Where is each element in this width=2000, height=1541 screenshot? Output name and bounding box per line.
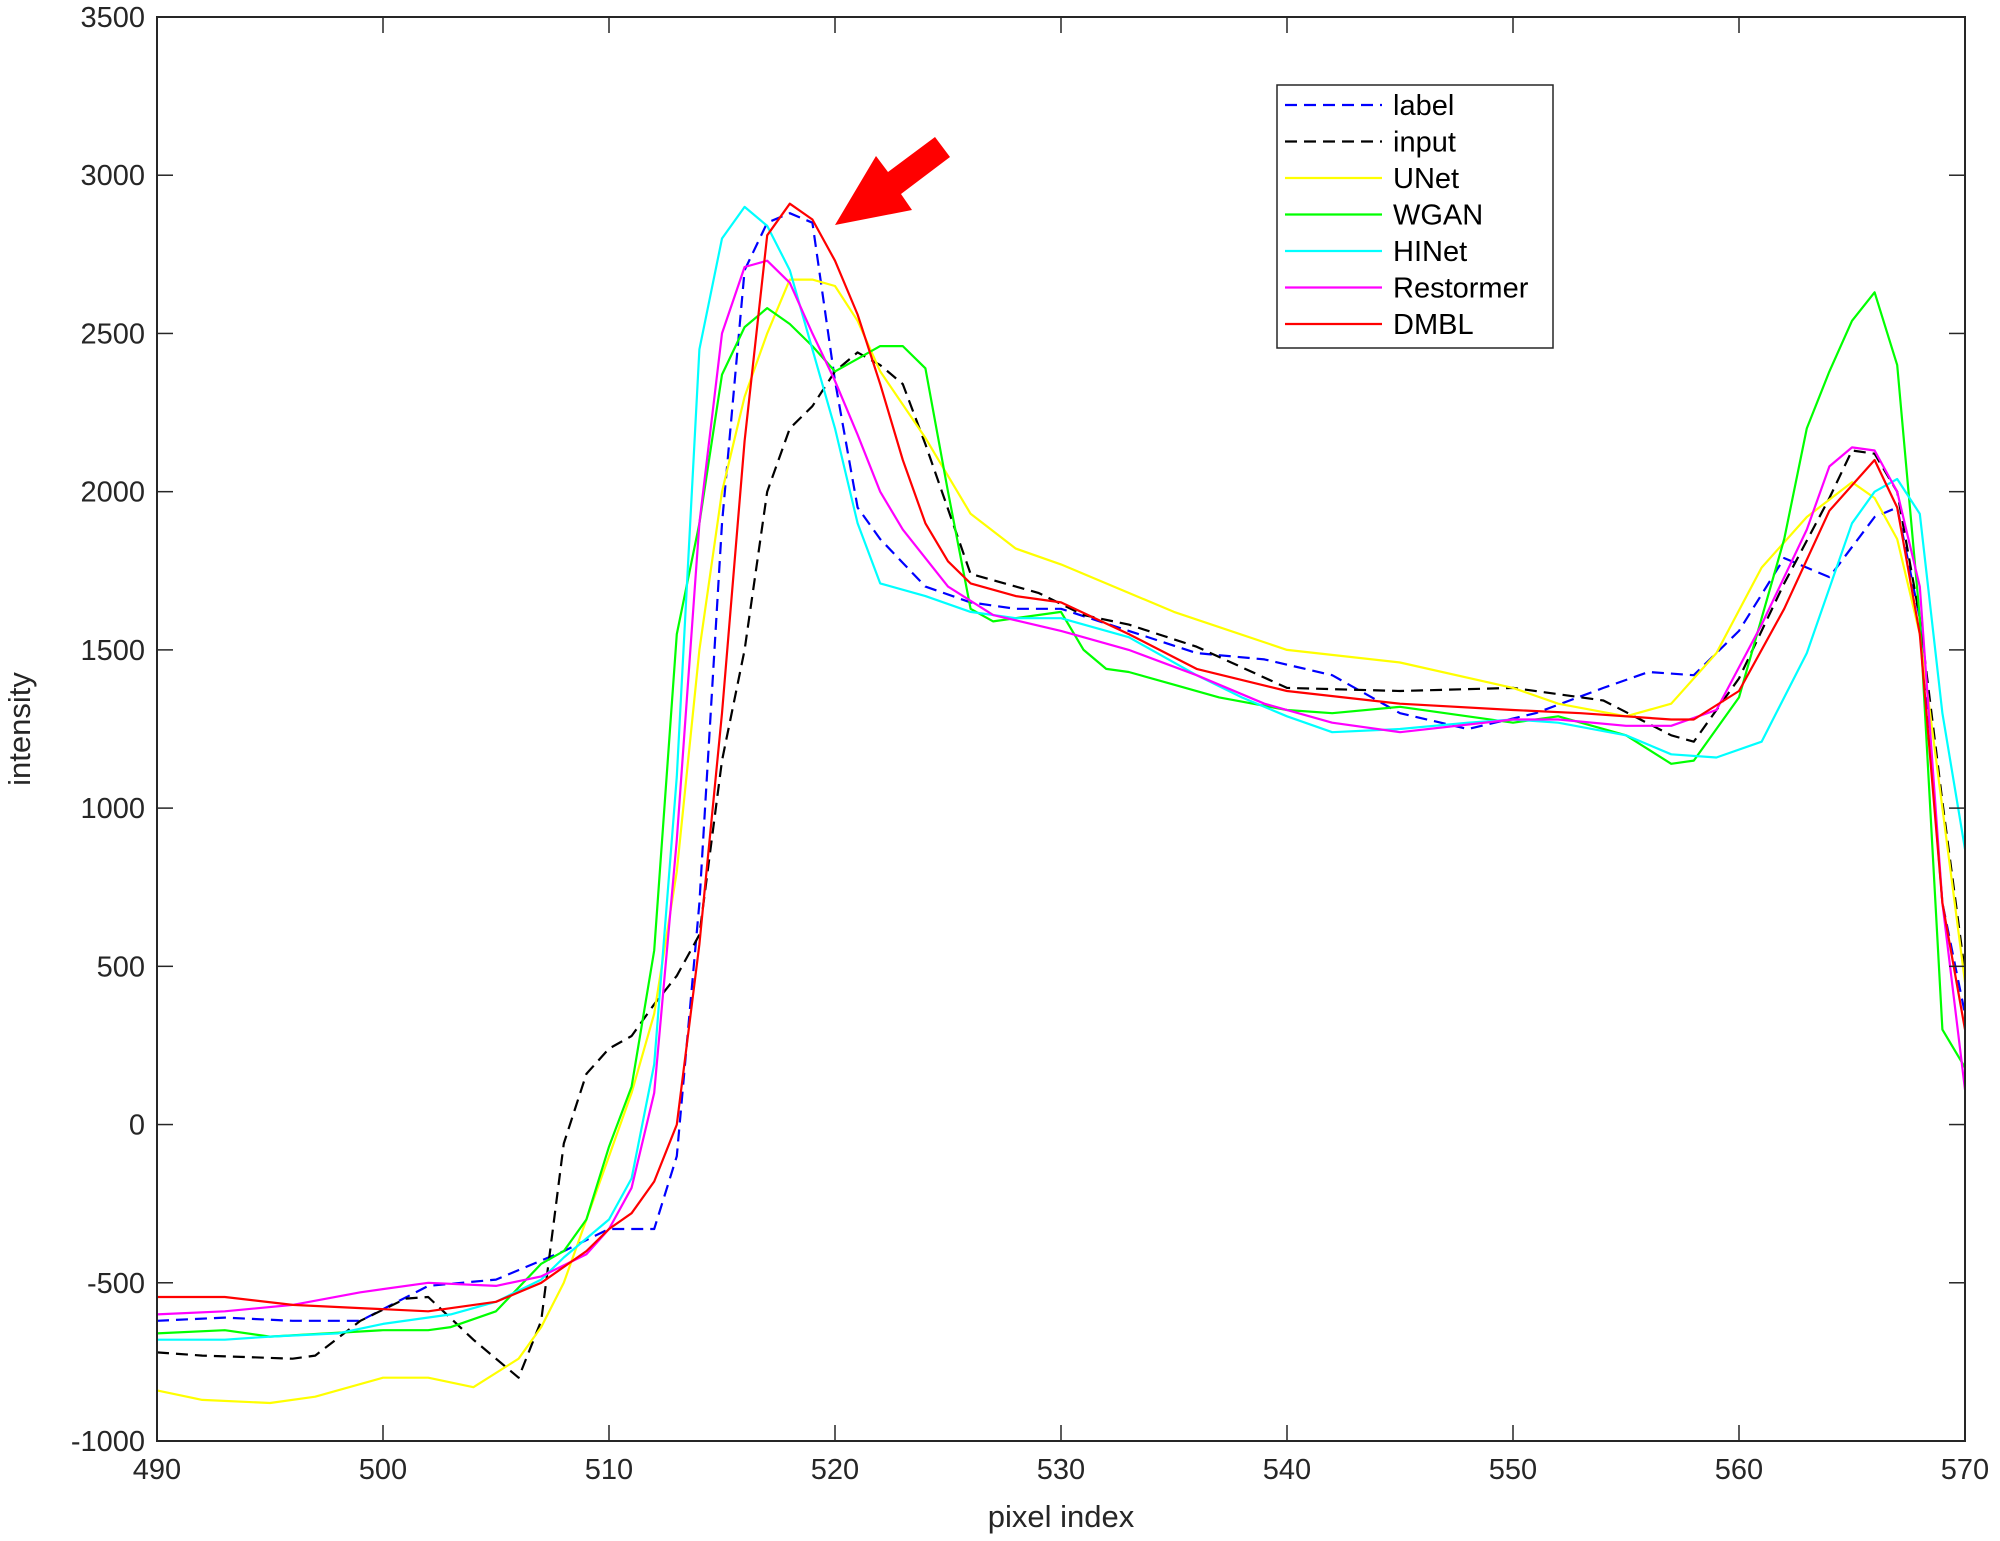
legend-label-dmbl: DMBL [1393,309,1474,341]
y-axis-label: intensity [2,672,37,786]
annotation-arrow [835,137,950,225]
x-tick-label: 500 [359,1454,407,1486]
x-tick-label: 530 [1037,1454,1085,1486]
series-layer [156,202,1967,1405]
y-tick-label: 0 [129,1110,145,1142]
legend-label-label: label [1393,90,1454,122]
y-tick-label: 500 [97,951,145,983]
series-line-hinet [157,205,1967,1341]
y-tick-label: 2500 [80,318,145,350]
x-tick-label: 570 [1941,1454,1989,1486]
x-tick-label: 560 [1715,1454,1763,1486]
y-tick-label: 1000 [80,793,145,825]
y-tick-label: -500 [87,1268,145,1300]
series-line-input [156,351,1967,1379]
legend-label-input: input [1393,127,1456,159]
plot-area [157,17,1965,1441]
x-tick-label: 510 [585,1454,633,1486]
legend-box [1276,84,1554,349]
legend-label-unet: UNet [1393,163,1459,195]
red-arrow-icon [835,137,950,225]
series-line-label [156,212,1967,1322]
legend: label input UNet WGAN HINet Restormer DMBL [1276,84,1554,349]
x-tick-label: 490 [133,1454,181,1486]
y-tick-label: -1000 [71,1426,145,1458]
series-line-restormer [156,259,1967,1316]
y-tick-label: 3500 [80,2,145,34]
legend-label-wgan: WGAN [1393,200,1483,232]
y-axis: -1000 -500 0 500 1000 1500 2000 2500 3000 3500 [71,2,1965,1458]
y-tick-label: 1500 [80,635,145,667]
x-tick-label: 550 [1489,1454,1537,1486]
legend-label-restormer: Restormer [1393,273,1529,305]
legend-label-hinet: HINet [1393,236,1467,268]
series-line-dmbl [157,202,1967,1313]
series-line-wgan [156,291,1966,1338]
x-tick-label: 520 [811,1454,859,1486]
x-axis: 490 500 510 520 530 540 550 560 570 [133,17,1989,1486]
x-axis-label: pixel index [988,1499,1135,1534]
x-tick-label: 540 [1263,1454,1311,1486]
y-tick-label: 2000 [80,477,145,509]
y-tick-label: 3000 [80,160,145,192]
series-line-unet [156,278,1967,1405]
